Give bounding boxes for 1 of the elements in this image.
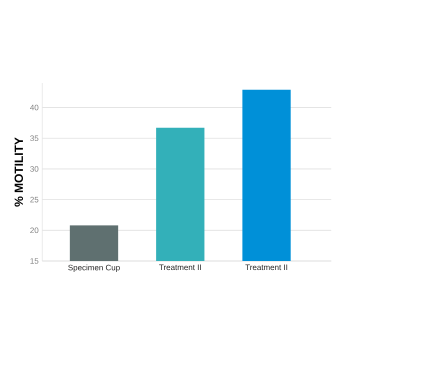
y-axis-title: % MOTILITY <box>14 137 24 207</box>
